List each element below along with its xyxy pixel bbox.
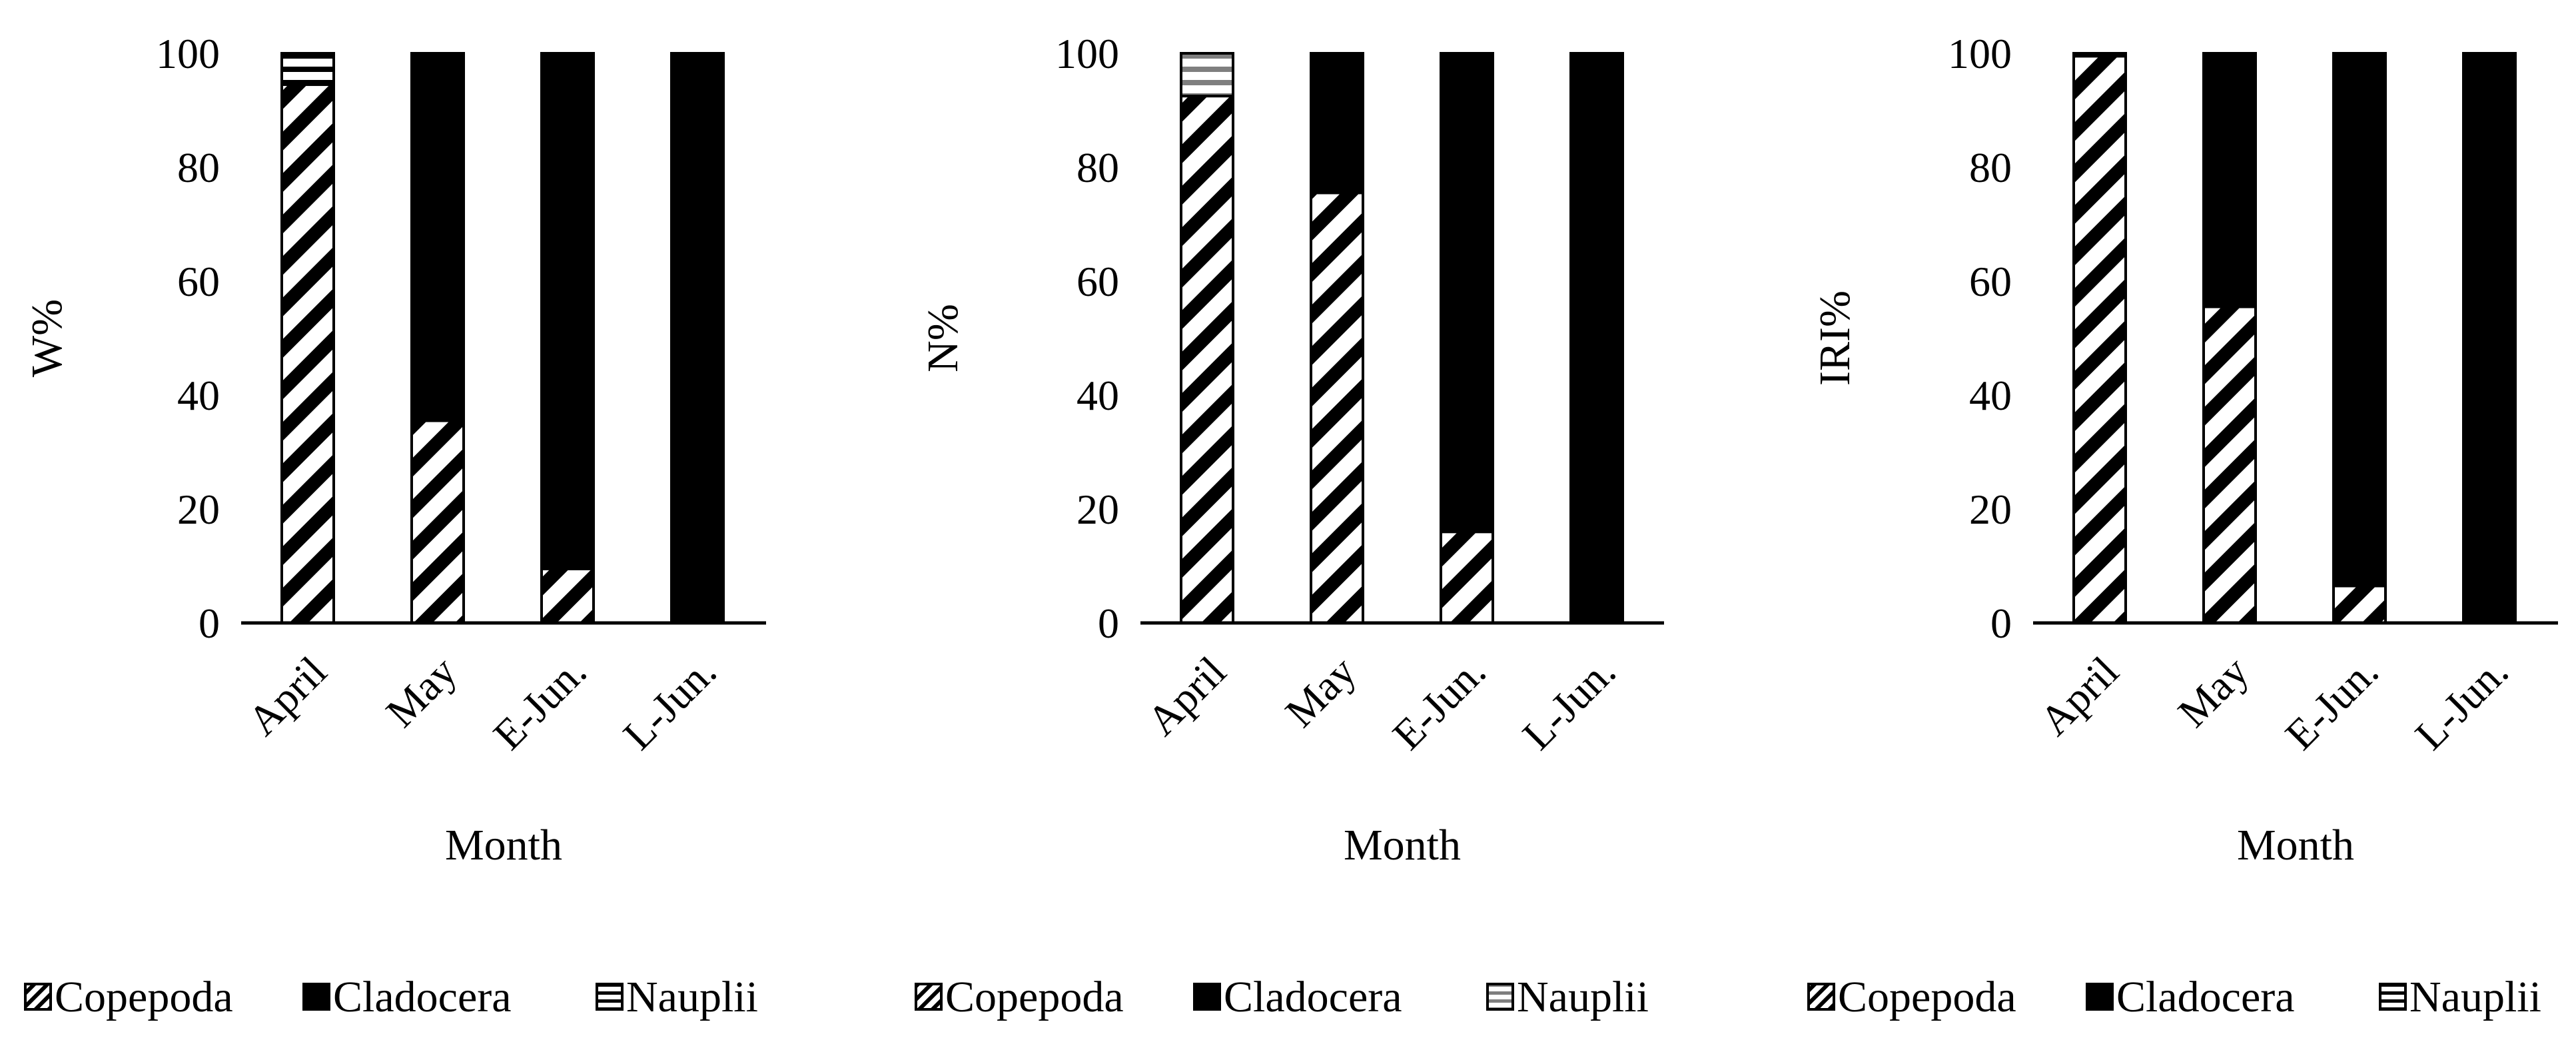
y-tick-label: 60 (1969, 258, 2012, 305)
legend-label-copepoda: Copepoda (1838, 973, 2016, 1021)
y-tick-label: 20 (1076, 486, 1119, 533)
legend-label-nauplii: Nauplii (1517, 973, 1649, 1021)
y-tick-label: 0 (1098, 600, 1119, 647)
bar-cladocera (1440, 52, 1494, 534)
chart-panel-2: 0 20 40 60 80 100 N% April May E-Jun. L-Jun. Month C… (915, 30, 1664, 1021)
legend: Copepoda Cladocera Nauplii (24, 973, 758, 1021)
x-tick-label: April (2030, 648, 2128, 745)
chart-panel-1: 0 20 40 60 80 100 W% April May E-Jun. L-Jun. Month C… (23, 30, 766, 1021)
y-tick-label: 80 (1076, 144, 1119, 191)
bar-copepoda (280, 83, 335, 624)
legend: Copepoda Cladocera Nauplii (1807, 973, 2541, 1021)
y-tick-label: 60 (1076, 258, 1119, 305)
y-tick-label: 20 (1969, 486, 2012, 533)
y-axis-label: IRI% (1811, 290, 1859, 386)
y-tick-label: 40 (1076, 372, 1119, 419)
y-tick-label: 20 (177, 486, 220, 533)
x-axis-label: Month (445, 821, 562, 869)
bar-nauplii (2072, 52, 2127, 58)
x-tick-label: May (2169, 648, 2258, 736)
legend-label-cladocera: Cladocera (333, 973, 512, 1021)
legend-label-cladocera: Cladocera (1224, 973, 1402, 1021)
bar-cladocera (410, 52, 465, 422)
legend-swatch-cladocera (2086, 983, 2114, 1011)
legend-swatch-copepoda (24, 983, 52, 1011)
bar-cladocera (540, 52, 595, 570)
y-tick-label: 100 (1948, 30, 2012, 77)
bar-copepoda (410, 419, 465, 624)
x-tick-label: L-Jun. (614, 648, 725, 759)
legend-label-nauplii: Nauplii (626, 973, 758, 1021)
bar-cladocera (1310, 52, 1364, 195)
bar-copepoda (2072, 55, 2127, 624)
y-tick-label: 40 (177, 372, 220, 419)
legend-label-nauplii: Nauplii (2409, 973, 2541, 1021)
y-tick-label: 100 (1055, 30, 1119, 77)
y-tick-label: 0 (1990, 600, 2012, 647)
bar-copepoda (1310, 191, 1364, 625)
x-tick-label: L-Jun. (2406, 648, 2517, 759)
legend-swatch-nauplii (596, 983, 624, 1011)
bar-cladocera (2332, 52, 2387, 588)
bar-nauplii (280, 52, 335, 87)
y-tick-label: 80 (177, 144, 220, 191)
legend-label-copepoda: Copepoda (55, 973, 233, 1021)
bar-copepoda (1440, 530, 1494, 625)
x-tick-label: May (377, 648, 466, 736)
bar-nauplii (1180, 52, 1234, 98)
x-tick-label: E-Jun. (484, 648, 596, 759)
bar-copepoda (2202, 305, 2257, 624)
legend-swatch-cladocera (1193, 983, 1221, 1011)
x-tick-label: April (1138, 648, 1235, 745)
legend-label-copepoda: Copepoda (945, 973, 1124, 1021)
x-axis-label: Month (2237, 821, 2354, 869)
y-tick-label: 60 (177, 258, 220, 305)
x-tick-label: E-Jun. (1384, 648, 1495, 759)
legend-swatch-cladocera (302, 983, 330, 1011)
y-tick-label: 100 (156, 30, 220, 77)
chart-panel-3: 0 20 40 60 80 100 IRI% April May E-Jun. L-Jun. Mont… (1807, 30, 2558, 1021)
legend-label-cladocera: Cladocera (2116, 973, 2295, 1021)
x-axis-label: Month (1344, 821, 1461, 869)
legend-swatch-copepoda (1807, 983, 1835, 1011)
bar-cladocera (2202, 52, 2257, 308)
bar-copepoda (540, 567, 595, 625)
bar-copepoda (2332, 584, 2387, 624)
bar-cladocera (2462, 52, 2517, 624)
x-tick-label: L-Jun. (1513, 648, 1625, 759)
y-axis-label: W% (23, 299, 71, 377)
y-tick-label: 40 (1969, 372, 2012, 419)
x-tick-label: May (1276, 648, 1365, 736)
x-tick-label: April (238, 648, 336, 745)
bar-cladocera (1569, 52, 1624, 624)
y-tick-label: 80 (1969, 144, 2012, 191)
x-tick-label: E-Jun. (2276, 648, 2387, 759)
legend-swatch-nauplii (2379, 983, 2407, 1011)
legend-swatch-nauplii (1486, 983, 1514, 1011)
bar-copepoda (1180, 95, 1234, 624)
y-axis-label: N% (919, 304, 967, 372)
bar-cladocera (670, 52, 725, 624)
y-tick-label: 0 (199, 600, 220, 647)
legend-swatch-copepoda (915, 983, 943, 1011)
legend: Copepoda Cladocera Nauplii (915, 973, 1649, 1021)
